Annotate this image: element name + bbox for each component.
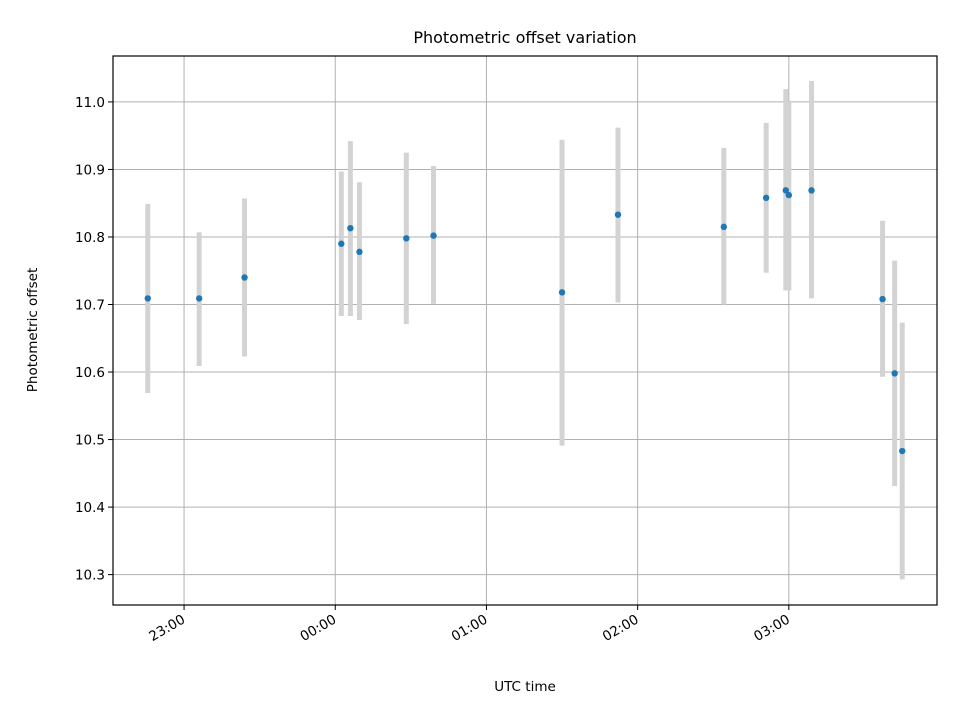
y-axis-label: Photometric offset (25, 268, 41, 392)
chart-title: Photometric offset variation (413, 28, 636, 47)
grid-layer (113, 56, 937, 605)
data-point (785, 191, 793, 199)
data-point (614, 211, 622, 218)
data-point (879, 295, 886, 303)
data-point (782, 187, 790, 194)
data-point (808, 187, 815, 194)
y-tick-label: 10.8 (75, 230, 105, 246)
data-point (356, 248, 363, 256)
data-point (899, 447, 906, 455)
data-point (891, 370, 898, 377)
y-tick-label: 10.4 (75, 500, 105, 516)
y-tick-label: 10.9 (75, 162, 105, 178)
y-tick-label: 10.5 (75, 433, 105, 449)
y-tick-label: 11.0 (75, 95, 105, 111)
y-tick-label: 10.6 (75, 365, 105, 381)
data-point (144, 295, 151, 302)
data-point (195, 295, 203, 302)
y-tick-label: 10.3 (75, 568, 105, 584)
point-layer (144, 187, 906, 455)
data-point (430, 232, 437, 239)
data-point (241, 274, 248, 281)
data-point (720, 223, 728, 231)
data-point (338, 240, 345, 247)
data-point (403, 235, 410, 242)
data-point (558, 289, 566, 296)
plot-frame (112, 55, 938, 606)
y-tick-label: 10.7 (75, 298, 105, 314)
data-point (762, 194, 770, 202)
data-point (347, 224, 354, 232)
x-axis-label: UTC time (494, 679, 556, 695)
